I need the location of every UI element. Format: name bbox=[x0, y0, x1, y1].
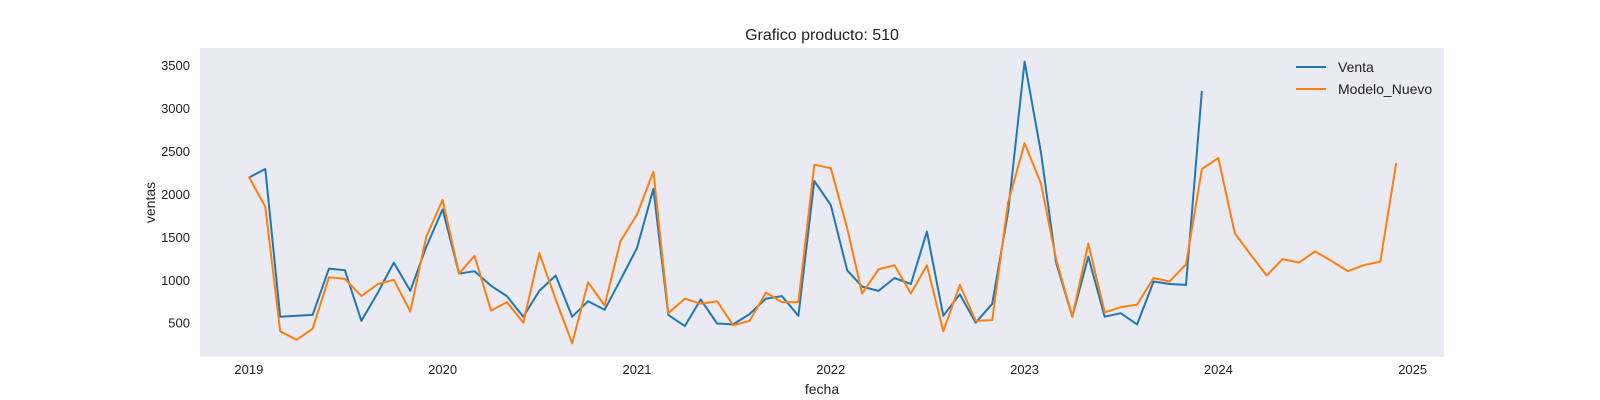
y-tick-label: 3000 bbox=[161, 101, 190, 116]
y-axis-ticks: 500 1000 1500 2000 2500 3000 3500 bbox=[161, 58, 190, 331]
x-tick-label: 2023 bbox=[1010, 362, 1039, 377]
series-line-modelo-nuevo bbox=[247, 142, 1398, 345]
chart-title: Grafico producto: 510 bbox=[745, 27, 899, 44]
y-tick-label: 2000 bbox=[161, 187, 190, 202]
legend-label: Modelo_Nuevo bbox=[1338, 81, 1432, 97]
x-tick-label: 2024 bbox=[1204, 362, 1233, 377]
x-tick-label: 2021 bbox=[623, 362, 652, 377]
x-axis-label: fecha bbox=[805, 381, 839, 397]
y-axis-label: ventas bbox=[142, 182, 158, 223]
legend-label: Venta bbox=[1338, 59, 1374, 75]
series-lines bbox=[247, 60, 1398, 345]
y-tick-label: 1000 bbox=[161, 273, 190, 288]
y-tick-label: 2500 bbox=[161, 144, 190, 159]
series-line-venta bbox=[248, 60, 1203, 328]
legend: Venta Modelo_Nuevo bbox=[1296, 59, 1432, 97]
x-tick-label: 2020 bbox=[428, 362, 457, 377]
x-tick-label: 2019 bbox=[234, 362, 263, 377]
x-axis-ticks: 2019 2020 2021 2022 2023 2024 2025 bbox=[234, 362, 1427, 377]
plot-area bbox=[200, 48, 1444, 357]
y-tick-label: 1500 bbox=[161, 230, 190, 245]
x-tick-label: 2022 bbox=[816, 362, 845, 377]
x-tick-label: 2025 bbox=[1398, 362, 1427, 377]
y-tick-label: 3500 bbox=[161, 58, 190, 73]
y-tick-label: 500 bbox=[168, 316, 190, 331]
